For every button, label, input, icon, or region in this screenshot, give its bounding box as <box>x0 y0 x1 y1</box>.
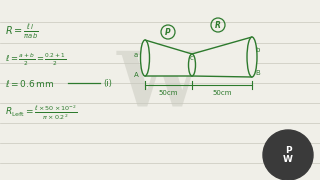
Text: R: R <box>215 21 221 30</box>
Text: P
W: P W <box>283 146 293 164</box>
Polygon shape <box>192 37 252 77</box>
Text: A: A <box>134 72 138 78</box>
Text: $R_{\mathrm{Left}} = \frac{\ell \times 50 \times 10^{-2}}{\pi \times 0.2\,^{2}}$: $R_{\mathrm{Left}} = \frac{\ell \times 5… <box>5 104 77 122</box>
Text: 50cm: 50cm <box>158 90 178 96</box>
Text: $\ell = 0.6\,\mathrm{mm}$: $\ell = 0.6\,\mathrm{mm}$ <box>5 78 54 89</box>
Text: $R = \frac{\ell\,l}{\pi a b}$: $R = \frac{\ell\,l}{\pi a b}$ <box>5 23 38 41</box>
Text: a: a <box>134 52 138 58</box>
Ellipse shape <box>188 54 196 76</box>
Text: b: b <box>256 47 260 53</box>
Ellipse shape <box>140 40 149 76</box>
Polygon shape <box>145 40 192 76</box>
Text: P: P <box>165 28 171 37</box>
Text: $\ell = \frac{a+b}{2} = \frac{0.2+1}{2}$: $\ell = \frac{a+b}{2} = \frac{0.2+1}{2}$ <box>5 52 67 68</box>
Text: c: c <box>190 55 194 61</box>
Text: (i): (i) <box>103 78 112 87</box>
Text: 50cm: 50cm <box>212 90 232 96</box>
Circle shape <box>263 130 313 180</box>
Ellipse shape <box>247 37 257 77</box>
Text: W: W <box>117 48 203 122</box>
Text: B: B <box>256 70 260 76</box>
